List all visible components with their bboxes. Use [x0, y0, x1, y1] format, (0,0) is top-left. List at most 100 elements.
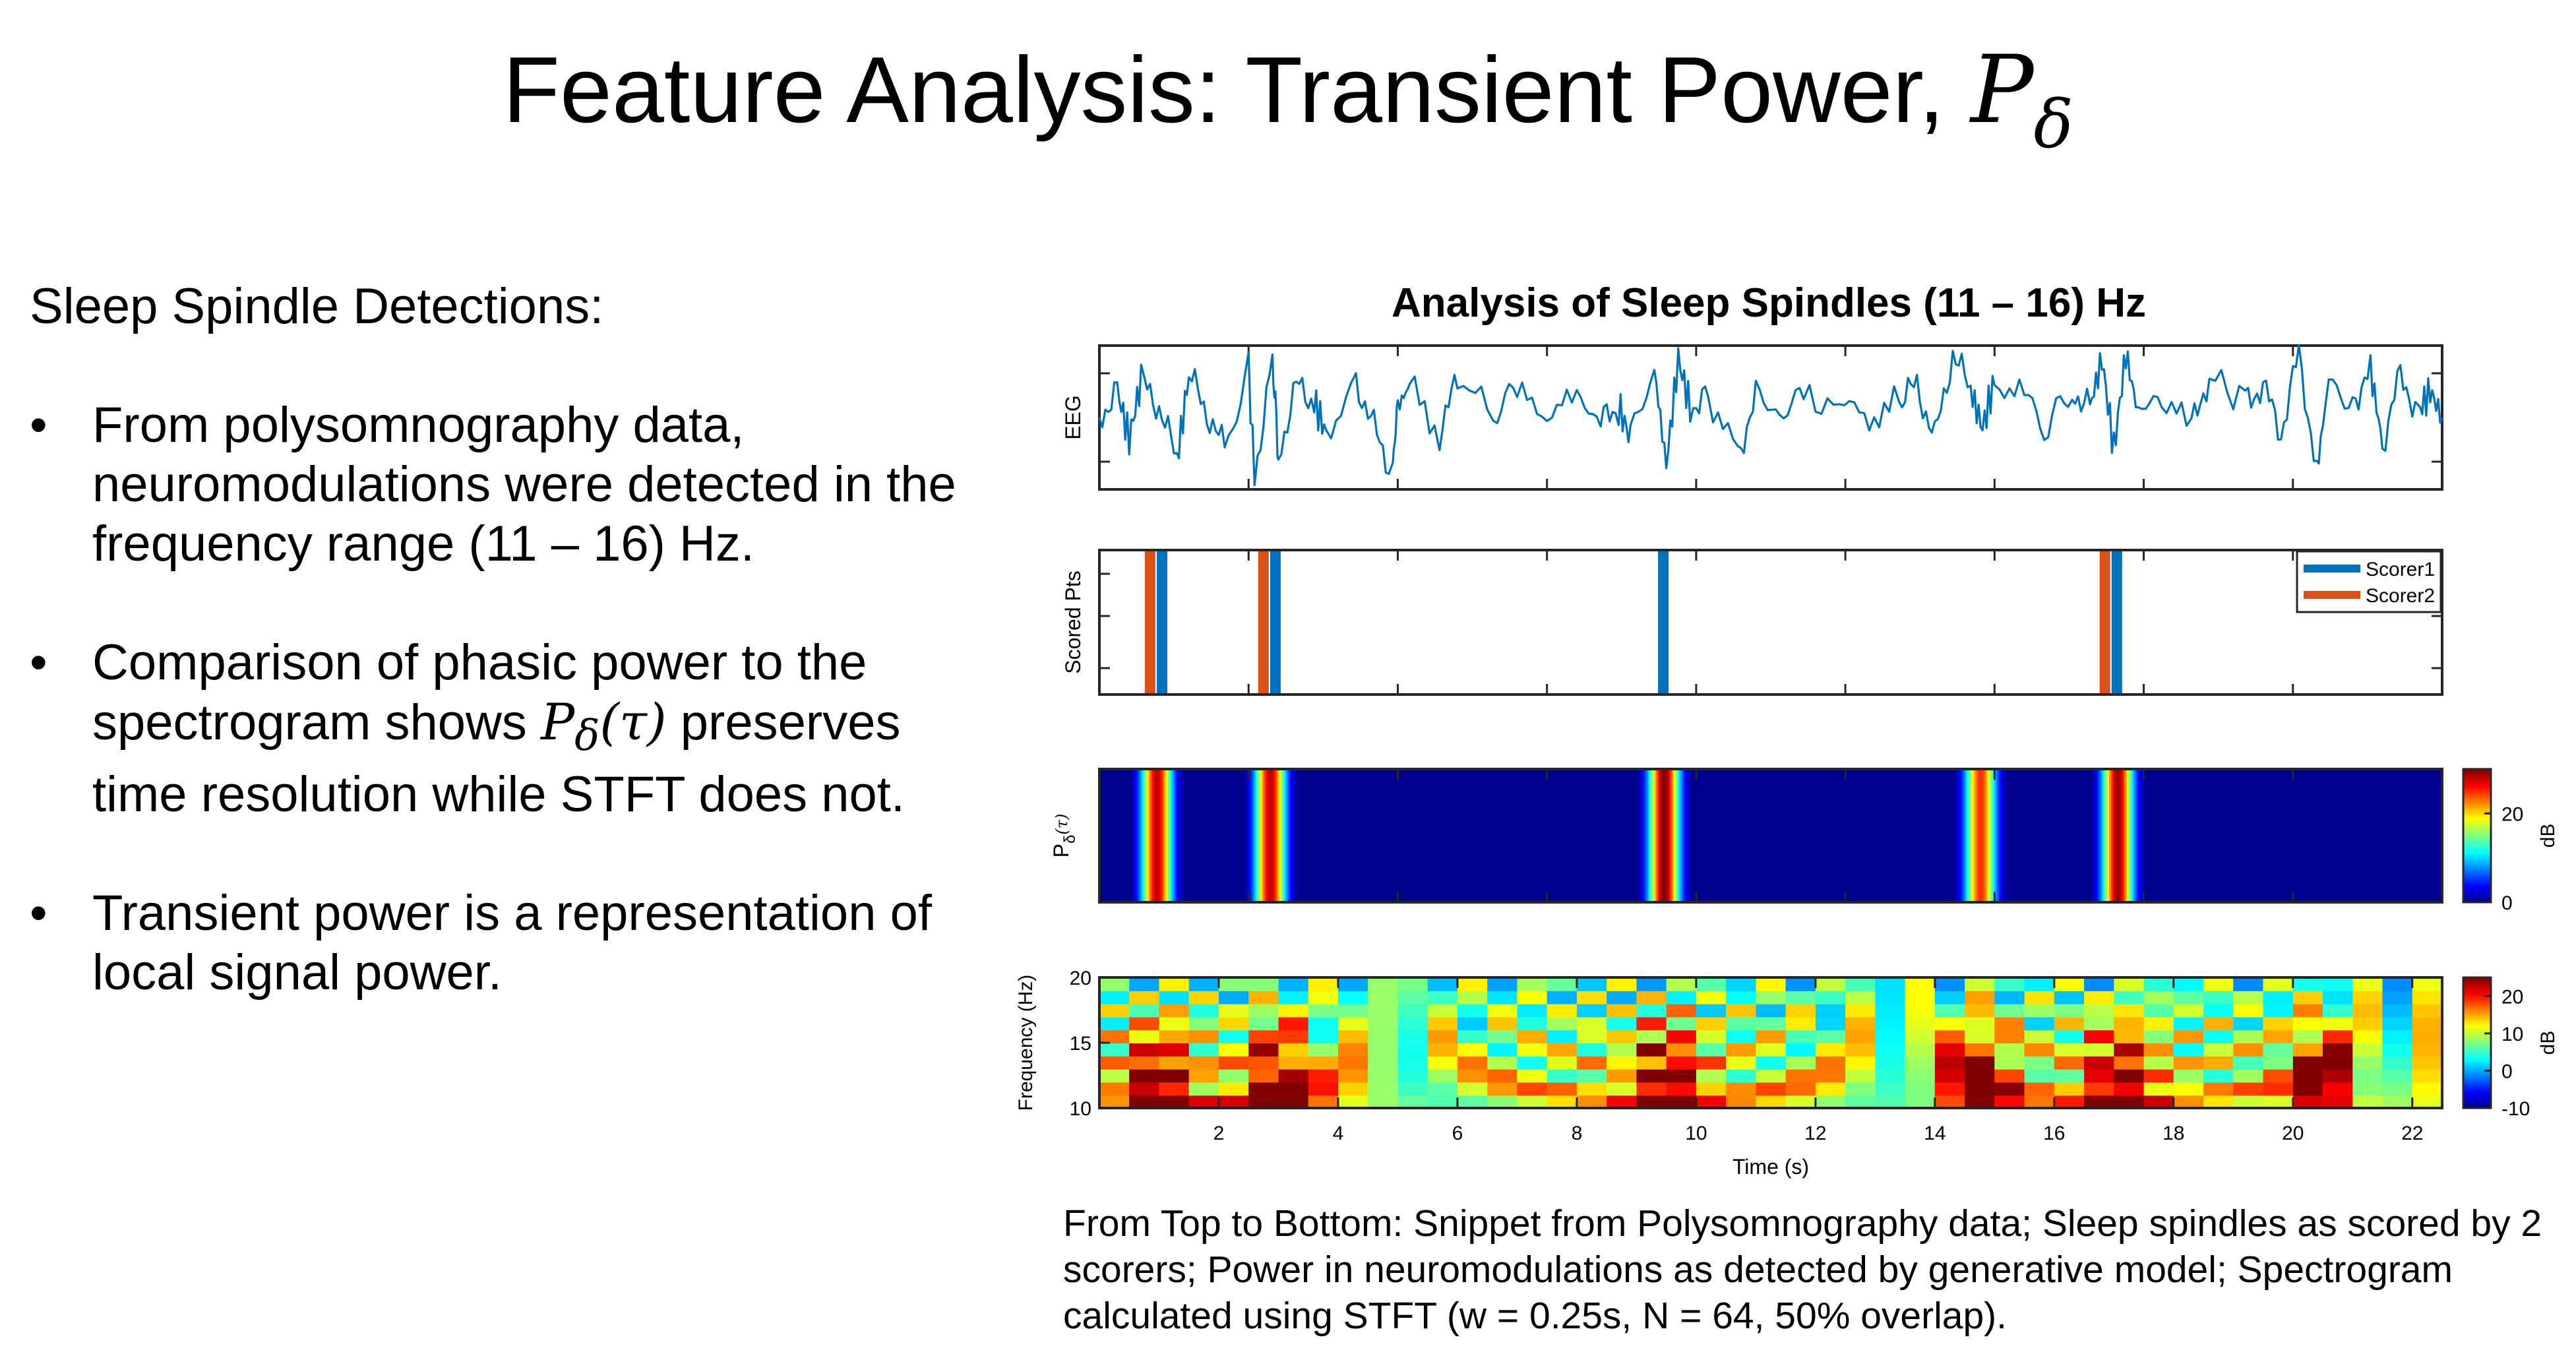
spectrogram-cell — [1487, 1055, 1518, 1070]
spectrogram-cell — [1278, 1043, 1309, 1057]
spectrogram-cell — [1875, 977, 1906, 991]
spectrogram-cell — [2143, 1068, 2174, 1083]
spectrogram-cell — [1696, 1003, 1727, 1018]
spectrogram-cell — [1368, 1082, 1399, 1096]
spectrogram-cell — [1905, 1016, 1936, 1031]
transient-power-band — [1955, 769, 1959, 902]
transient-power-band — [2112, 769, 2116, 902]
spectrogram-cell — [2263, 1030, 2294, 1043]
spectrogram-cell — [2024, 1082, 2055, 1096]
transient-power-band — [1153, 769, 1156, 902]
spectrogram-cell — [1248, 1068, 1279, 1083]
bullet-item: • Comparison of phasic power to the spec… — [30, 633, 986, 824]
spectrogram-cell — [1666, 1068, 1697, 1083]
figure-title: Analysis of Sleep Spindles (11 – 16) Hz — [1392, 280, 2146, 326]
spectrogram-cell — [1994, 1016, 2025, 1031]
transient-power-band — [1134, 769, 1137, 902]
transient-power-band — [1139, 769, 1142, 902]
spectrogram-cell — [2382, 1030, 2413, 1043]
spectrogram-cell — [1696, 1095, 1727, 1109]
spectrogram-xtick-label: 2 — [1213, 1123, 1225, 1144]
spectrogram-cell — [1845, 1043, 1876, 1057]
transient-power-band — [1157, 769, 1160, 902]
transient-power-band — [1684, 769, 1687, 902]
scored-spindle-bar — [2111, 551, 2122, 693]
spectrogram-cell — [2412, 1016, 2443, 1031]
transient-power-band — [1961, 769, 1964, 902]
spectrogram-cell — [1576, 1016, 1608, 1031]
spectrogram-cell — [1099, 1082, 1130, 1096]
spectrogram-xtick-label: 22 — [2401, 1123, 2423, 1144]
spectrogram-cell — [1756, 1030, 1787, 1043]
spectrogram-cell — [1368, 1043, 1399, 1057]
spectrogram-cell — [2263, 1003, 2294, 1018]
spectrogram-cell — [1666, 977, 1697, 991]
spectrogram-cell — [2382, 1003, 2413, 1018]
spectrogram-cell — [1397, 1030, 1428, 1043]
transient-power-band — [1179, 769, 1182, 902]
spectrogram-cell — [1368, 1055, 1399, 1070]
spectrogram-cell — [2054, 977, 2085, 991]
transient-power-band — [1281, 769, 1284, 902]
transient-power-band — [1175, 769, 1178, 902]
spectrogram-cell — [1457, 1003, 1488, 1018]
transient-power-band — [1675, 769, 1678, 902]
scored-spindle-bar — [1270, 551, 1281, 693]
spectrogram-cell — [1427, 1003, 1458, 1018]
spectrogram-cell — [2114, 1082, 2145, 1096]
spectrogram-cell — [1308, 1030, 1339, 1043]
transient-power-band — [1164, 769, 1167, 902]
spectrogram-cell — [2382, 1082, 2413, 1096]
transient-power-band — [1639, 769, 1642, 902]
spectrogram-cell — [1188, 977, 1219, 991]
spectrogram-cell — [1965, 1043, 1996, 1057]
spectrogram-cell — [1129, 1003, 1160, 1018]
spectrogram-cell — [2054, 1068, 2085, 1083]
spectrogram-cell — [1934, 1016, 1965, 1031]
spectrogram-cell — [1607, 1095, 1638, 1109]
spectrogram-cell — [1994, 1095, 2025, 1109]
spectrogram-xtick-label: 18 — [2162, 1123, 2184, 1144]
transient-power-band — [2110, 769, 2114, 902]
spectrogram-cell — [2263, 1055, 2294, 1070]
transient-power-band — [2139, 769, 2142, 902]
spectrogram-cell — [1457, 990, 1488, 1004]
spectrogram-cell — [1099, 1055, 1130, 1070]
spectrogram-cell — [1397, 1068, 1428, 1083]
transient-power-band — [1991, 769, 1994, 902]
spectrogram-cell — [1994, 1003, 2025, 1018]
spectrogram-cell — [1159, 1030, 1190, 1043]
spectrogram-cell — [2203, 1043, 2234, 1057]
spectrogram-cell — [1397, 1043, 1428, 1057]
spectrogram-cell — [1756, 1068, 1787, 1083]
transient-power-band — [1990, 769, 1992, 902]
transient-power-band — [1171, 769, 1175, 902]
legend-entry: Scorer2 — [2366, 585, 2435, 607]
spectrogram-cell — [2323, 1043, 2354, 1057]
transient-power-band — [1980, 769, 1984, 902]
transient-power-band — [2107, 769, 2110, 902]
spectrogram-cell — [2233, 990, 2264, 1004]
spectrogram-cell — [1487, 1043, 1518, 1057]
transient-power-background — [1099, 769, 2442, 902]
transient-power-band — [1270, 769, 1273, 902]
spectrogram-cell — [1965, 1055, 1996, 1070]
transient-power-band — [1144, 769, 1148, 902]
spectrogram-cell — [1875, 1082, 1906, 1096]
colorbar-tick-label: -10 — [2501, 1098, 2530, 1120]
spectrogram-cell — [1965, 1095, 1996, 1109]
spectrogram-cell — [1845, 977, 1876, 991]
transient-power-band — [1957, 769, 1960, 902]
spectrogram-cell — [1696, 1043, 1727, 1057]
spectrogram-cell — [1308, 1003, 1339, 1018]
spectrogram-cell — [1785, 1055, 1816, 1070]
spectrogram-cell — [1338, 1043, 1369, 1057]
spectrogram-cell — [2024, 977, 2055, 991]
spectrogram-cell — [1278, 1095, 1309, 1109]
spectrogram-cell — [1099, 1068, 1130, 1083]
spectrogram-cell — [1517, 990, 1548, 1004]
spectrogram-cell — [2054, 1095, 2085, 1109]
spectrogram-cell — [2054, 1082, 2085, 1096]
spectrogram-cell — [2203, 1003, 2234, 1018]
transient-power-band — [2097, 769, 2099, 902]
